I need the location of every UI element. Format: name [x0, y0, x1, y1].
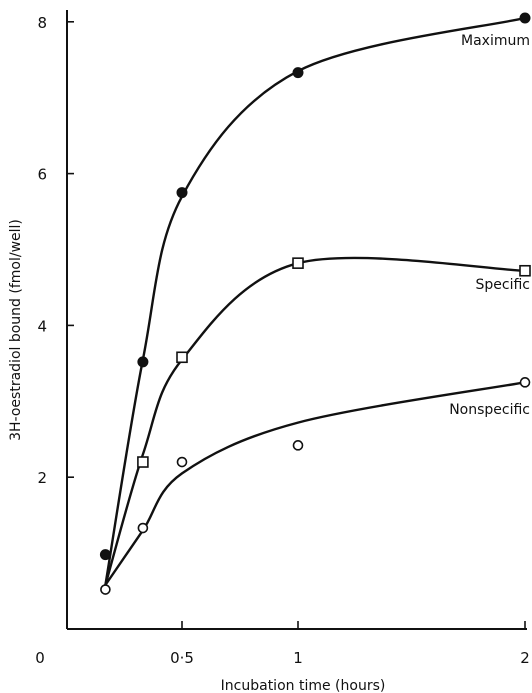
maximum-point: [137, 356, 149, 368]
series-labels: Maximum Specific Nonspecific: [449, 33, 530, 418]
maximum-point: [99, 549, 111, 561]
maximum-point: [519, 12, 531, 24]
specific-point: [292, 257, 304, 269]
specific-point: [519, 264, 531, 277]
origin-label: 0: [35, 649, 45, 667]
nonspecific-point: [519, 377, 531, 388]
y-tick-label: 4: [37, 317, 47, 335]
maximum-curve: [104, 16, 527, 587]
x-tick-label: 2: [520, 649, 530, 667]
nonspecific-point: [176, 456, 188, 468]
x-tick-label: 0·5: [170, 649, 194, 667]
x-ticks: 0·5 1 2: [170, 621, 530, 667]
x-tick-label: 1: [293, 649, 303, 667]
specific-series-label: Specific: [476, 277, 531, 293]
y-tick-label: 8: [37, 14, 47, 32]
x-axis-label: Incubation time (hours): [221, 678, 386, 693]
y-tick-label: 6: [37, 166, 47, 184]
y-axis-label: 3H-oestradiol bound (fmol/well): [8, 219, 24, 441]
specific-curve: [104, 256, 527, 587]
specific-point: [137, 456, 149, 468]
specific-point: [176, 351, 188, 364]
series-curves: [104, 16, 527, 587]
maximum-series-label: Maximum: [461, 33, 530, 49]
nonspecific-point: [100, 584, 111, 595]
nonspecific-point: [292, 440, 304, 451]
nonspecific-series-label: Nonspecific: [449, 402, 530, 418]
y-ticks: 2 4 6 8: [37, 14, 74, 487]
y-tick-label: 2: [37, 469, 47, 487]
maximum-point: [292, 67, 304, 79]
series-markers: [99, 12, 531, 595]
maximum-point: [176, 187, 188, 199]
nonspecific-point: [137, 522, 149, 534]
nonspecific-curve: [104, 381, 527, 587]
